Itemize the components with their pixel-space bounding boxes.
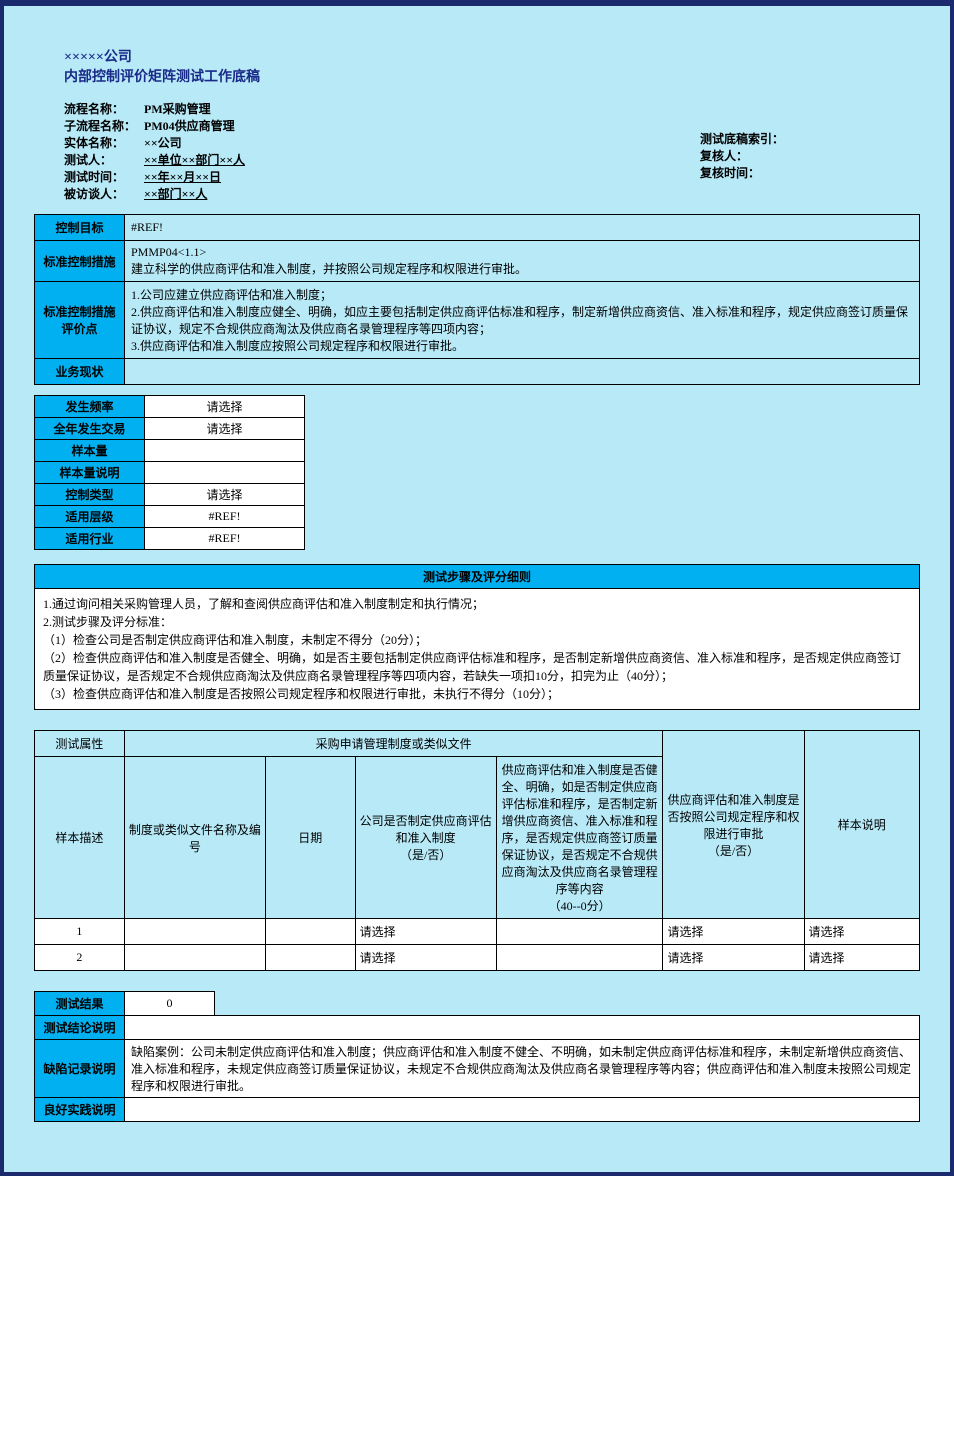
sample-table: 测试属性采购申请管理制度或类似文件供应商评估和准入制度是否按照公司规定程序和权限… [34,730,920,971]
t3-rownum: 1 [35,919,125,945]
meta-label: 被访谈人： [64,185,144,202]
s2-value[interactable] [145,462,305,484]
s2-value[interactable]: 请选择 [145,484,305,506]
t3-cell[interactable] [496,919,663,945]
s1-value [125,359,920,385]
meta-label: 子流程名称： [64,117,144,134]
s1-label: 控制目标 [35,215,125,241]
t3-top-left: 测试属性 [35,731,125,757]
document-subtitle: 内部控制评价矩阵测试工作底稿 [64,66,920,86]
t3-cell[interactable]: 请选择 [663,945,804,971]
s1-value: PMMP04<1.1>建立科学的供应商评估和准入制度，并按照公司规定程序和权限进… [125,241,920,282]
s1-label: 标准控制措施评价点 [35,282,125,359]
t3-cell[interactable]: 请选择 [663,919,804,945]
t3-rownum: 2 [35,945,125,971]
meta-label-right: 复核人： [700,147,748,164]
t3-col: 制度或类似文件名称及编号 [124,757,265,919]
t3-col: 公司是否制定供应商评估和准入制度（是/否） [355,757,496,919]
t3-cell[interactable] [496,945,663,971]
result-table: 测试结果0测试结论说明缺陷记录说明缺陷案例：公司未制定供应商评估和准入制度；供应… [34,991,920,1122]
t3-col: 样本说明 [804,731,919,919]
meta-label: 测试时间： [64,168,144,185]
res-label: 缺陷记录说明 [35,1040,125,1098]
t3-cell[interactable] [265,945,355,971]
s2-label: 样本量 [35,440,145,462]
t3-cell[interactable]: 请选择 [804,945,919,971]
s2-value[interactable]: 请选择 [145,396,305,418]
meta-value: ××部门××人 [144,187,207,201]
t3-cell[interactable] [124,945,265,971]
t3-cell[interactable]: 请选择 [355,919,496,945]
company-name: ×××××公司 [64,46,920,66]
s2-value[interactable] [145,440,305,462]
meta-label-right: 复核时间： [700,164,760,181]
s2-label: 样本量说明 [35,462,145,484]
document-page: ×××××公司 内部控制评价矩阵测试工作底稿 流程名称：PM采购管理子流程名称：… [0,0,954,1176]
s2-label: 适用行业 [35,528,145,550]
s2-label: 全年发生交易 [35,418,145,440]
t3-cell[interactable] [265,919,355,945]
meta-value: ××公司 [144,136,182,150]
steps-title: 测试步骤及评分细则 [34,564,920,589]
meta-label: 实体名称： [64,134,144,151]
steps-body: 1.通过询问相关采购管理人员，了解和查阅供应商评估和准入制度制定和执行情况；2.… [34,589,920,710]
meta-value: ××单位××部门××人 [144,153,245,167]
s1-value: #REF! [125,215,920,241]
s1-label: 标准控制措施 [35,241,125,282]
meta-value: PM采购管理 [144,102,211,116]
res-value: 0 [125,992,215,1016]
t3-col: 日期 [265,757,355,919]
res-value: 缺陷案例：公司未制定供应商评估和准入制度；供应商评估和准入制度不健全、不明确，如… [125,1040,920,1098]
params-table: 发生频率请选择全年发生交易请选择样本量样本量说明控制类型请选择适用层级#REF!… [34,395,305,550]
res-label: 测试结论说明 [35,1016,125,1040]
s2-value[interactable]: #REF! [145,506,305,528]
res-value [125,1016,920,1040]
t3-left-label: 样本描述 [35,757,125,919]
document-inner: ×××××公司 内部控制评价矩阵测试工作底稿 流程名称：PM采购管理子流程名称：… [24,36,930,1132]
s1-value: 1.公司应建立供应商评估和准入制度；2.供应商评估和准入制度应健全、明确，如应主… [125,282,920,359]
t3-top-mid: 采购申请管理制度或类似文件 [124,731,663,757]
t3-cell[interactable]: 请选择 [804,919,919,945]
s1-label: 业务现状 [35,359,125,385]
s2-label: 发生频率 [35,396,145,418]
meta-label: 流程名称： [64,100,144,117]
res-label: 测试结果 [35,992,125,1016]
meta-value: PM04供应商管理 [144,119,235,133]
s2-value[interactable]: 请选择 [145,418,305,440]
s2-label: 控制类型 [35,484,145,506]
meta-label: 测试人： [64,151,144,168]
res-value [125,1098,920,1122]
s2-label: 适用层级 [35,506,145,528]
t3-cell[interactable] [124,919,265,945]
t3-col: 供应商评估和准入制度是否按照公司规定程序和权限进行审批（是/否） [663,731,804,919]
t3-cell[interactable]: 请选择 [355,945,496,971]
control-table: 控制目标#REF!标准控制措施PMMP04<1.1>建立科学的供应商评估和准入制… [34,214,920,385]
header-meta: 流程名称：PM采购管理子流程名称：PM04供应商管理实体名称：××公司测试人：×… [64,100,920,202]
meta-label-right: 测试底稿索引： [700,130,784,147]
meta-value: ××年××月××日 [144,170,221,184]
t3-col: 供应商评估和准入制度是否健全、明确，如是否制定供应商评估标准和程序，是否制定新增… [496,757,663,919]
res-label: 良好实践说明 [35,1098,125,1122]
s2-value[interactable]: #REF! [145,528,305,550]
